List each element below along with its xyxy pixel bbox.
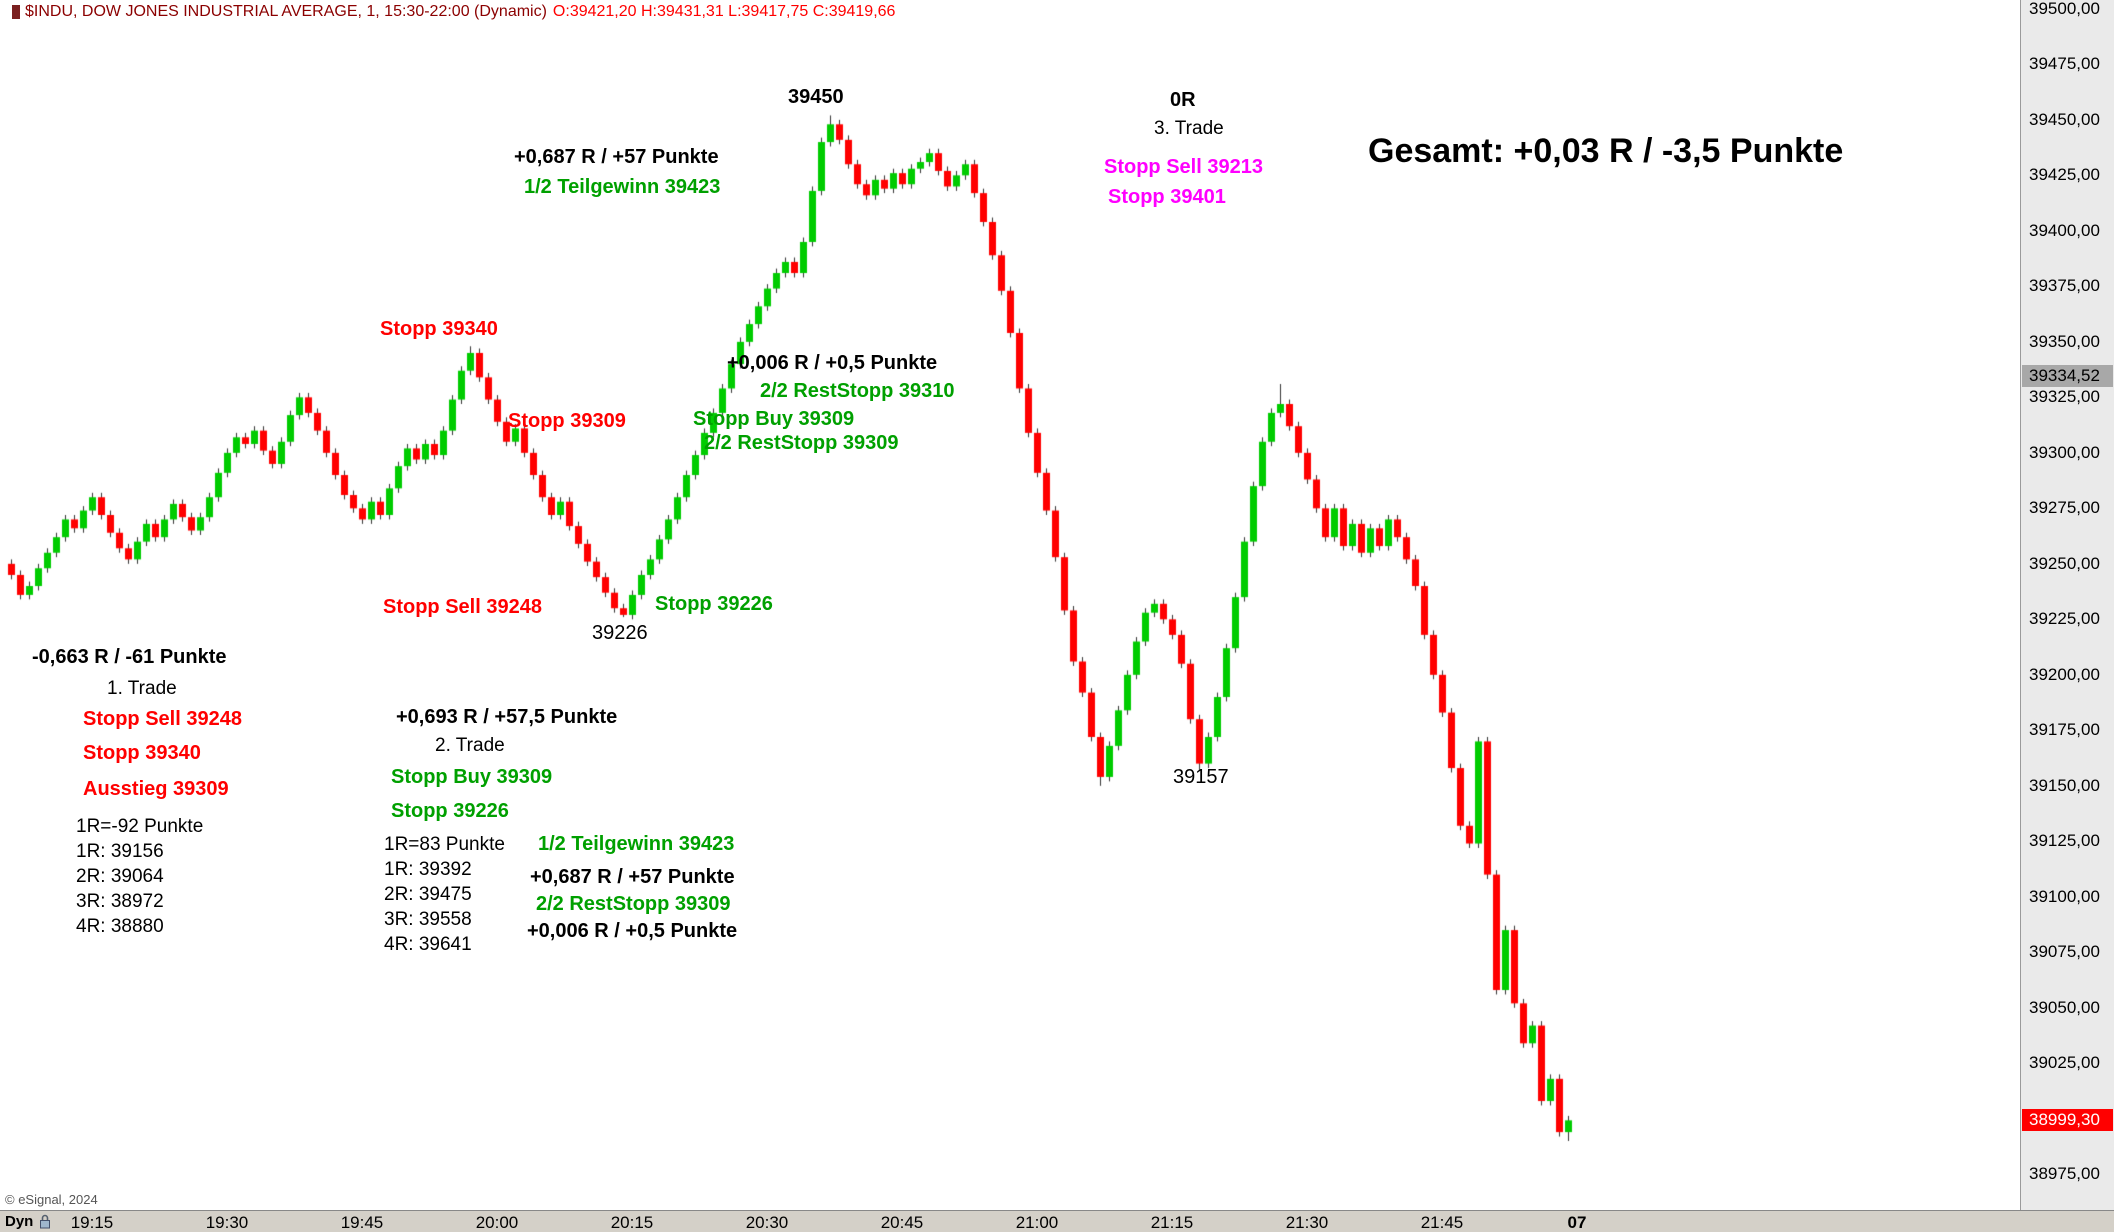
time-axis-label: 20:45	[880, 1213, 924, 1232]
price-axis-label: 39200,00	[2029, 664, 2100, 684]
time-axis-label: 20:15	[610, 1213, 654, 1232]
price-marker-badge: 39334,52	[2022, 365, 2113, 388]
price-axis-label: 39350,00	[2029, 331, 2100, 351]
price-axis-label: 39375,00	[2029, 276, 2100, 296]
time-axis-label: 21:45	[1420, 1213, 1464, 1232]
time-axis-label: 20:00	[475, 1213, 519, 1232]
time-axis-label: 20:30	[745, 1213, 789, 1232]
price-axis-label: 39325,00	[2029, 387, 2100, 407]
chart-header: $INDU, DOW JONES INDUSTRIAL AVERAGE, 1, …	[12, 3, 895, 21]
price-axis-label: 39125,00	[2029, 831, 2100, 851]
price-axis-label: 39150,00	[2029, 775, 2100, 795]
time-axis[interactable]: Dyn 19:15 19:30 19:45 20:00 20:15 20:30 20:45 2…	[0, 1210, 2114, 1232]
price-axis-label: 39475,00	[2029, 54, 2100, 74]
price-axis-label: 38975,00	[2029, 1164, 2100, 1184]
lock-icon[interactable]	[38, 1214, 52, 1232]
price-axis-label: 39450,00	[2029, 109, 2100, 129]
dyn-label: Dyn	[5, 1213, 34, 1230]
price-axis-label: 39250,00	[2029, 553, 2100, 573]
price-axis-label: 39025,00	[2029, 1053, 2100, 1073]
price-axis-label: 39100,00	[2029, 886, 2100, 906]
copyright-label: © eSignal, 2024	[5, 1192, 98, 1207]
time-axis-label: 19:15	[70, 1213, 114, 1232]
price-axis-label: 39275,00	[2029, 498, 2100, 518]
price-axis-label: 39175,00	[2029, 720, 2100, 740]
price-axis-label: 39075,00	[2029, 942, 2100, 962]
ohlc-values: O:39421,20 H:39431,31 L:39417,75 C:39419…	[552, 3, 896, 20]
symbol-title: $INDU, DOW JONES INDUSTRIAL AVERAGE, 1, …	[25, 3, 547, 20]
time-axis-label: 21:15	[1150, 1213, 1194, 1232]
price-axis-label: 39050,00	[2029, 997, 2100, 1017]
time-axis-label: 19:45	[340, 1213, 384, 1232]
time-axis-label: 21:30	[1285, 1213, 1329, 1232]
price-axis-label: 39225,00	[2029, 609, 2100, 629]
time-axis-label: 21:00	[1015, 1213, 1059, 1232]
chart-icon	[12, 4, 20, 19]
time-axis-label: 07	[1567, 1213, 1587, 1232]
price-axis-label: 39400,00	[2029, 220, 2100, 240]
time-axis-label: 19:30	[205, 1213, 249, 1232]
last-price-badge: 38999,30	[2022, 1109, 2113, 1132]
price-axis-label: 39500,00	[2029, 0, 2100, 18]
candlestick-chart[interactable]	[0, 0, 2020, 1232]
price-axis-label: 39425,00	[2029, 165, 2100, 185]
price-axis-label: 39300,00	[2029, 442, 2100, 462]
price-axis[interactable]: 39500,00 39475,00 39450,00 39425,00 39400,00…	[2020, 0, 2114, 1210]
